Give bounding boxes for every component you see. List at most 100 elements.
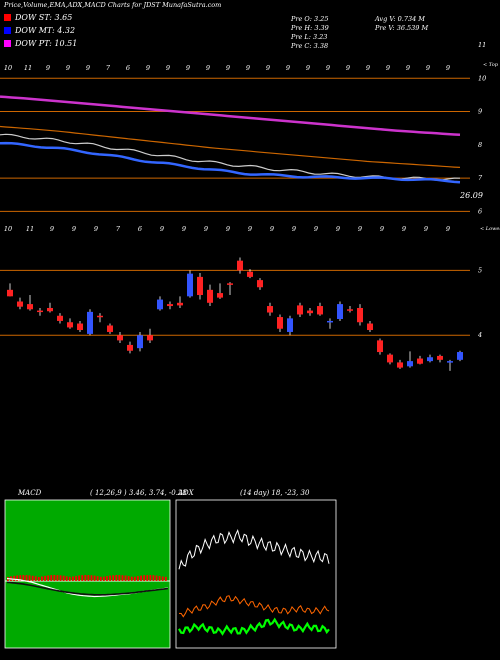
- candle-body: [67, 322, 73, 328]
- price-date-label: 9: [50, 225, 54, 233]
- macd-hist-bar: [31, 575, 34, 581]
- candle-body: [357, 307, 363, 323]
- candle-body: [57, 315, 63, 321]
- ema-date-label: 6: [126, 64, 130, 72]
- ema-panel: 10 11 9 9 9 7 6 9 9 9 9 9 9 9 9 9 9 9 9 9 9 9 9 11 10 9 8 7 6 < Top < …: [0, 41, 500, 232]
- candle-body: [297, 305, 303, 315]
- stat-pre-open: Pre O: 3.25: [291, 15, 329, 23]
- candle-body: [447, 361, 453, 363]
- price-date-label: 9: [182, 225, 186, 233]
- candle-body: [177, 302, 183, 306]
- candle-body: [377, 340, 383, 353]
- ema-date-label: 9: [386, 64, 390, 72]
- macd-hist-bar: [75, 575, 77, 581]
- candle-body: [77, 323, 83, 331]
- ema-date-label: 11: [24, 64, 32, 72]
- candle-body: [107, 325, 113, 332]
- ema-line-3: [0, 141, 461, 184]
- price-date-label: 9: [160, 225, 164, 233]
- stat-pre-volume: Pre V: 36.539 M: [375, 24, 429, 32]
- ema-right-label: 6: [478, 207, 482, 215]
- ema-right-label: 10: [478, 74, 486, 82]
- price-date-label: 7: [116, 225, 121, 233]
- candle-body: [87, 311, 93, 334]
- legend-dow-pt-label: DOW PT: 10.51: [15, 39, 78, 48]
- candle-body: [187, 273, 193, 297]
- ema-line-2: [0, 133, 461, 181]
- chart-title: Price,Volume,EMA,ADX,MACD Charts for JDS…: [4, 1, 222, 9]
- ema-low-note: < Lowes: [480, 226, 500, 232]
- macd-hist-bar: [118, 575, 121, 581]
- candle-body: [217, 293, 223, 298]
- ema-date-label: 9: [66, 64, 70, 72]
- macd-hist-bar: [143, 575, 146, 581]
- ema-date-label: 7: [106, 64, 111, 72]
- macd-hist-bar: [37, 576, 40, 581]
- candle-body: [317, 306, 323, 315]
- macd-hist-bar: [161, 576, 164, 581]
- candle-body: [337, 304, 343, 319]
- ema-date-label: 9: [166, 64, 170, 72]
- candle-body: [347, 309, 353, 311]
- ema-date-label: 9: [186, 64, 190, 72]
- macd-hist-bar: [112, 575, 115, 581]
- candle-body: [137, 335, 143, 349]
- price-date-label: 9: [226, 225, 230, 233]
- candle-body: [207, 289, 213, 303]
- price-date-label: 9: [446, 225, 450, 233]
- macd-hist-bar: [28, 575, 31, 581]
- ema-top-note: < Top: [483, 62, 499, 68]
- ema-right-label: 8: [478, 141, 482, 149]
- price-date-label: 9: [248, 225, 252, 233]
- legend-swatch-blue: [4, 27, 11, 34]
- legend-dow-pt: DOW PT: 10.51: [4, 39, 77, 48]
- adx-line-0: [178, 528, 330, 570]
- price-date-label: 9: [402, 225, 406, 233]
- macd-hist-bar: [152, 575, 155, 581]
- macd-hist-bar: [53, 575, 56, 581]
- ema-date-label: 9: [266, 64, 270, 72]
- stat-pre-high: Pre H: 3.39: [291, 24, 329, 32]
- macd-hist-bar: [106, 576, 108, 581]
- candle-body: [307, 310, 313, 314]
- ema-date-label: 9: [286, 64, 290, 72]
- macd-hist-bar: [124, 575, 127, 581]
- price-date-label: 9: [270, 225, 274, 233]
- price-date-label: 9: [94, 225, 98, 233]
- candle-body: [277, 317, 283, 329]
- price-date-label: 10: [4, 225, 12, 233]
- price-right-label: 4: [477, 331, 482, 339]
- candle-body: [457, 352, 463, 360]
- macd-hist-bar: [146, 575, 149, 581]
- stat-avg-volume: Avg V: 0.734 M: [375, 15, 425, 23]
- ema-date-label: 9: [326, 64, 330, 72]
- macd-hist-bar: [102, 576, 105, 581]
- macd-hist-bar: [133, 576, 136, 581]
- macd-hist-bar: [93, 575, 96, 581]
- macd-hist-bar: [109, 575, 111, 581]
- candle-body: [167, 304, 173, 307]
- legend-dow-st-label: DOW ST: 3.65: [15, 13, 73, 22]
- price-date-label: 9: [380, 225, 384, 233]
- candle-body: [257, 280, 263, 288]
- ema-date-label: 9: [346, 64, 350, 72]
- price-date-label: 9: [424, 225, 428, 233]
- macd-hist-bar: [34, 576, 37, 581]
- macd-frame: [4, 499, 171, 649]
- macd-hist-bar: [25, 575, 28, 581]
- macd-line-1: [6, 581, 169, 596]
- price-date-label: 9: [336, 225, 340, 233]
- macd-hist-bar: [13, 575, 15, 581]
- candle-body: [27, 304, 33, 310]
- macd-panel: MACD ( 12,26,9 ) 3.46, 3.74, -0.28: [4, 489, 187, 649]
- ema-date-label: 9: [46, 64, 50, 72]
- macd-hist-bar: [44, 575, 46, 581]
- macd-hist-bar: [19, 575, 22, 581]
- macd-hist-bar: [127, 576, 130, 581]
- candle-body: [37, 310, 43, 313]
- candle-body: [227, 283, 233, 285]
- ema-line-0: [0, 95, 461, 137]
- candle-body: [237, 260, 243, 271]
- candle-body: [97, 315, 103, 318]
